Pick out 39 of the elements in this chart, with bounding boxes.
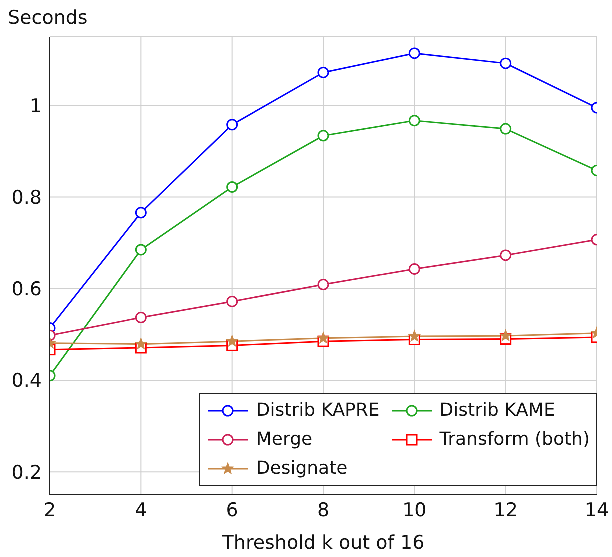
x-axis-title: Threshold k out of 16: [221, 532, 425, 554]
x-tick-label: 12: [494, 499, 518, 522]
y-tick-label: 0.2: [12, 462, 42, 484]
point: [500, 123, 512, 135]
y-axis-title: Seconds: [8, 7, 88, 29]
y-tick-label: 0.4: [12, 370, 42, 392]
legend-label: Merge: [256, 429, 313, 450]
point: [500, 330, 512, 342]
legend-label: Distrib KAME: [440, 400, 556, 421]
point: [408, 263, 420, 275]
x-tick-label: 14: [584, 499, 610, 522]
point: [500, 58, 512, 70]
point: [318, 66, 330, 78]
point: [408, 48, 420, 60]
point: [226, 336, 238, 347]
x-tick-label: 2: [44, 499, 56, 522]
y-tick-label: 1: [30, 95, 42, 118]
legend-label: Transform (both): [440, 429, 590, 450]
point: [226, 296, 238, 308]
point: [408, 115, 420, 127]
x-tick-label: 6: [226, 499, 238, 522]
x-tick-label: 8: [317, 499, 330, 522]
point: [408, 330, 420, 342]
point: [135, 244, 147, 256]
point: [226, 119, 238, 131]
point: [135, 207, 147, 219]
y-tick-label: 0.8: [12, 187, 42, 210]
point: [135, 312, 147, 324]
point: [318, 279, 330, 291]
y-tick-label: 0.6: [12, 278, 42, 301]
point: [226, 181, 238, 193]
point: [318, 130, 330, 142]
point: [135, 338, 147, 350]
legend-label: Designate: [256, 458, 348, 479]
legend-label: Distrib KAPRE: [256, 400, 380, 421]
x-tick-label: 10: [402, 499, 427, 522]
x-tick-label: 4: [135, 499, 148, 522]
point: [500, 250, 512, 262]
point: [318, 332, 330, 344]
